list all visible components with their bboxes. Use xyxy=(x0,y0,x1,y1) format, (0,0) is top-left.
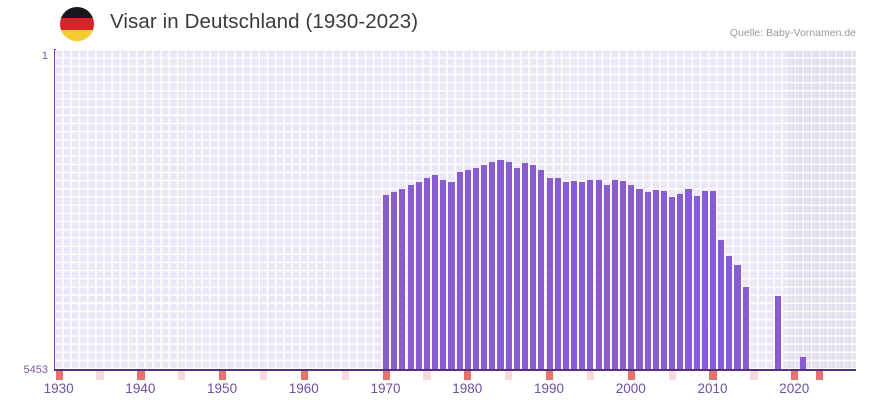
x-axis-label: 1960 xyxy=(288,381,319,396)
x-tick-major xyxy=(219,371,227,380)
bar[interactable] xyxy=(742,287,749,370)
plot-area xyxy=(55,50,856,370)
x-axis-label: 1930 xyxy=(43,381,74,396)
bar[interactable] xyxy=(448,182,455,370)
german-flag-icon xyxy=(60,7,94,41)
bar[interactable] xyxy=(718,240,725,370)
x-tick-minor xyxy=(96,371,104,380)
bar[interactable] xyxy=(701,191,708,370)
bar[interactable] xyxy=(521,163,529,370)
x-tick-major xyxy=(55,371,63,380)
bar[interactable] xyxy=(505,162,512,370)
bar[interactable] xyxy=(603,185,610,370)
x-tick-minor xyxy=(341,371,349,380)
x-tick-minor xyxy=(668,371,676,380)
bar[interactable] xyxy=(587,180,594,370)
bar[interactable] xyxy=(571,181,578,370)
bar[interactable] xyxy=(628,185,635,370)
x-tick-major xyxy=(815,371,823,380)
bar[interactable] xyxy=(407,185,414,370)
bar[interactable] xyxy=(472,168,480,370)
bar[interactable] xyxy=(579,182,586,370)
bar[interactable] xyxy=(734,265,741,370)
x-axis-label: 1950 xyxy=(207,381,238,396)
bar[interactable] xyxy=(432,175,439,370)
bar[interactable] xyxy=(775,296,782,370)
x-tick-minor xyxy=(259,371,268,380)
bar[interactable] xyxy=(513,168,520,370)
page-title: Visar in Deutschland (1930-2023) xyxy=(110,10,419,33)
bar[interactable] xyxy=(415,182,422,370)
recent-years-band xyxy=(786,50,856,370)
bar[interactable] xyxy=(383,195,390,370)
x-axis-labels: 1930 1940 1950 1960 1970 1980 1990 2000 2010 2020 xyxy=(0,381,873,405)
x-axis-label: 1980 xyxy=(452,381,483,396)
bar[interactable] xyxy=(538,170,545,370)
bar[interactable] xyxy=(685,189,692,370)
x-tick-major xyxy=(137,371,145,380)
bar[interactable] xyxy=(669,197,676,370)
bar[interactable] xyxy=(481,165,488,370)
bar[interactable] xyxy=(562,182,569,370)
chart-header: Visar in Deutschland (1930-2023) Quelle:… xyxy=(0,0,873,48)
bar[interactable] xyxy=(644,192,651,370)
bar[interactable] xyxy=(660,191,668,370)
bar[interactable] xyxy=(677,194,684,370)
x-tick-major xyxy=(464,371,472,380)
bar[interactable] xyxy=(456,172,463,370)
bar[interactable] xyxy=(391,192,398,370)
x-tick-major xyxy=(382,371,390,380)
bar[interactable] xyxy=(546,178,553,370)
bar[interactable] xyxy=(799,357,806,370)
bar[interactable] xyxy=(693,196,700,370)
x-axis-label: 2000 xyxy=(615,381,646,396)
bar[interactable] xyxy=(652,190,659,370)
x-tick-major xyxy=(791,371,799,380)
bar[interactable] xyxy=(620,181,627,370)
bar[interactable] xyxy=(554,178,561,370)
bar[interactable] xyxy=(423,178,430,370)
x-tick-minor xyxy=(505,371,513,380)
y-axis-min-label: 5453 xyxy=(23,364,48,376)
x-axis-label: 2020 xyxy=(779,381,810,396)
x-tick-major xyxy=(627,371,635,380)
y-axis-max-label: 1 xyxy=(41,50,48,62)
x-tick-minor xyxy=(750,371,758,380)
x-tick-major xyxy=(546,371,554,380)
bar[interactable] xyxy=(636,189,643,370)
bar[interactable] xyxy=(464,170,471,370)
x-tick-minor xyxy=(178,371,186,380)
bar[interactable] xyxy=(530,165,537,370)
bar[interactable] xyxy=(440,180,447,370)
bar[interactable] xyxy=(611,180,618,370)
x-axis-label: 1970 xyxy=(370,381,401,396)
bar-series xyxy=(55,50,856,370)
x-tick-major xyxy=(300,371,308,380)
bar[interactable] xyxy=(726,256,733,370)
x-tick-major xyxy=(709,371,717,380)
x-axis-line xyxy=(54,369,856,371)
bar[interactable] xyxy=(489,162,496,370)
bar[interactable] xyxy=(709,191,717,370)
x-axis-ticks xyxy=(55,371,856,380)
bar[interactable] xyxy=(497,160,504,370)
bar[interactable] xyxy=(595,180,602,370)
source-attribution: Quelle: Baby-Vornamen.de xyxy=(729,27,856,39)
x-axis-label: 1940 xyxy=(125,381,156,396)
bar[interactable] xyxy=(399,189,406,370)
x-tick-minor xyxy=(423,371,431,380)
x-axis-label: 1990 xyxy=(533,381,565,396)
x-axis-label: 2010 xyxy=(697,381,728,396)
x-tick-minor xyxy=(586,371,595,380)
